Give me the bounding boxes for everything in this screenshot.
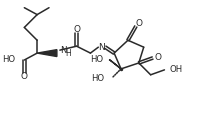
Text: O: O <box>155 53 162 62</box>
Text: HO: HO <box>91 74 104 83</box>
Text: H: H <box>65 49 70 58</box>
Text: OH: OH <box>169 65 183 74</box>
Text: HO: HO <box>2 55 15 64</box>
Text: HO: HO <box>90 55 103 64</box>
Text: O: O <box>73 25 80 34</box>
Text: O: O <box>21 72 28 81</box>
Polygon shape <box>37 50 57 57</box>
Text: O: O <box>135 19 142 28</box>
Text: N: N <box>98 43 105 52</box>
Text: N: N <box>60 46 66 55</box>
Polygon shape <box>109 60 121 69</box>
